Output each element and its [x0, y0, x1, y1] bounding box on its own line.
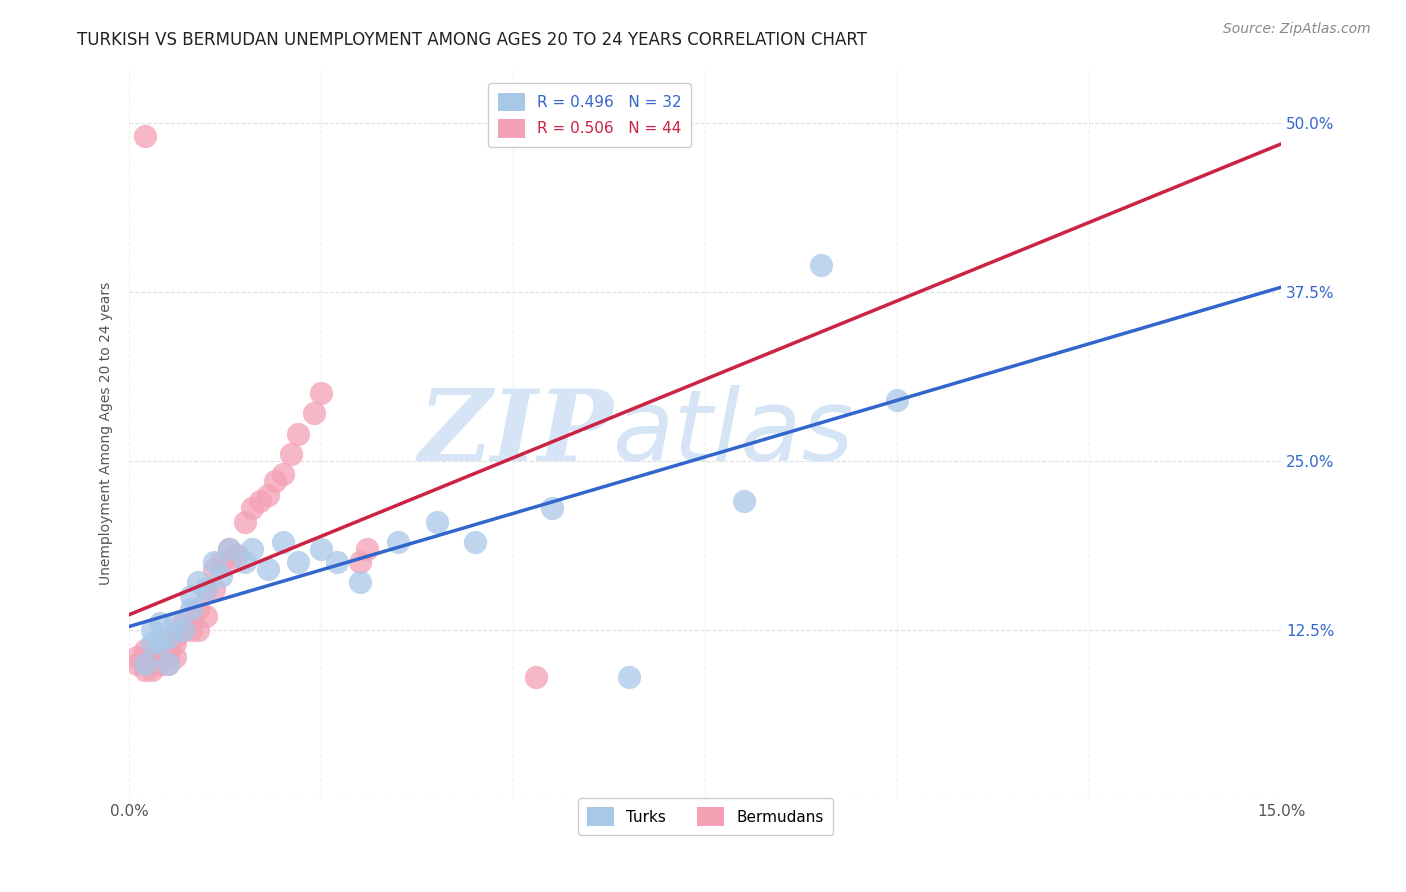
Point	[187, 623, 209, 637]
Point	[187, 602, 209, 616]
Point	[156, 636, 179, 650]
Point	[141, 636, 163, 650]
Point	[387, 534, 409, 549]
Point	[256, 562, 278, 576]
Point	[165, 649, 187, 664]
Point	[287, 555, 309, 569]
Point	[134, 657, 156, 671]
Point	[180, 589, 202, 603]
Point	[218, 541, 240, 556]
Point	[733, 494, 755, 508]
Point	[264, 474, 287, 488]
Point	[325, 555, 347, 569]
Point	[202, 582, 225, 597]
Point	[233, 555, 256, 569]
Point	[349, 575, 371, 590]
Point	[149, 636, 172, 650]
Point	[464, 534, 486, 549]
Point	[810, 258, 832, 272]
Point	[125, 657, 148, 671]
Point	[218, 541, 240, 556]
Point	[256, 487, 278, 501]
Point	[156, 649, 179, 664]
Text: ZIP: ZIP	[418, 385, 613, 482]
Point	[617, 670, 640, 684]
Point	[211, 568, 233, 582]
Point	[349, 555, 371, 569]
Point	[149, 649, 172, 664]
Point	[271, 534, 294, 549]
Text: Source: ZipAtlas.com: Source: ZipAtlas.com	[1223, 22, 1371, 37]
Point	[271, 467, 294, 482]
Point	[172, 623, 194, 637]
Point	[180, 602, 202, 616]
Point	[202, 562, 225, 576]
Point	[302, 406, 325, 420]
Point	[287, 426, 309, 441]
Point	[156, 657, 179, 671]
Point	[211, 555, 233, 569]
Point	[156, 643, 179, 657]
Point	[886, 392, 908, 407]
Point	[311, 386, 333, 401]
Point	[240, 501, 263, 516]
Point	[202, 555, 225, 569]
Point	[141, 623, 163, 637]
Point	[240, 541, 263, 556]
Legend: Turks, Bermudans: Turks, Bermudans	[578, 798, 834, 835]
Point	[149, 657, 172, 671]
Point	[165, 615, 187, 630]
Point	[172, 623, 194, 637]
Point	[125, 649, 148, 664]
Point	[195, 582, 218, 597]
Point	[187, 575, 209, 590]
Point	[425, 515, 447, 529]
Text: atlas: atlas	[613, 385, 855, 483]
Point	[356, 541, 378, 556]
Point	[225, 549, 247, 563]
Point	[172, 615, 194, 630]
Point	[149, 615, 172, 630]
Point	[540, 501, 562, 516]
Y-axis label: Unemployment Among Ages 20 to 24 years: Unemployment Among Ages 20 to 24 years	[100, 282, 114, 585]
Point	[526, 670, 548, 684]
Point	[156, 657, 179, 671]
Point	[195, 609, 218, 624]
Point	[195, 582, 218, 597]
Point	[134, 664, 156, 678]
Point	[218, 555, 240, 569]
Point	[165, 636, 187, 650]
Point	[180, 609, 202, 624]
Point	[141, 657, 163, 671]
Text: TURKISH VS BERMUDAN UNEMPLOYMENT AMONG AGES 20 TO 24 YEARS CORRELATION CHART: TURKISH VS BERMUDAN UNEMPLOYMENT AMONG A…	[77, 31, 868, 49]
Point	[141, 643, 163, 657]
Point	[311, 541, 333, 556]
Point	[180, 623, 202, 637]
Point	[134, 643, 156, 657]
Point	[233, 515, 256, 529]
Point	[156, 630, 179, 644]
Point	[249, 494, 271, 508]
Point	[141, 664, 163, 678]
Point	[165, 630, 187, 644]
Point	[280, 447, 302, 461]
Point	[134, 129, 156, 144]
